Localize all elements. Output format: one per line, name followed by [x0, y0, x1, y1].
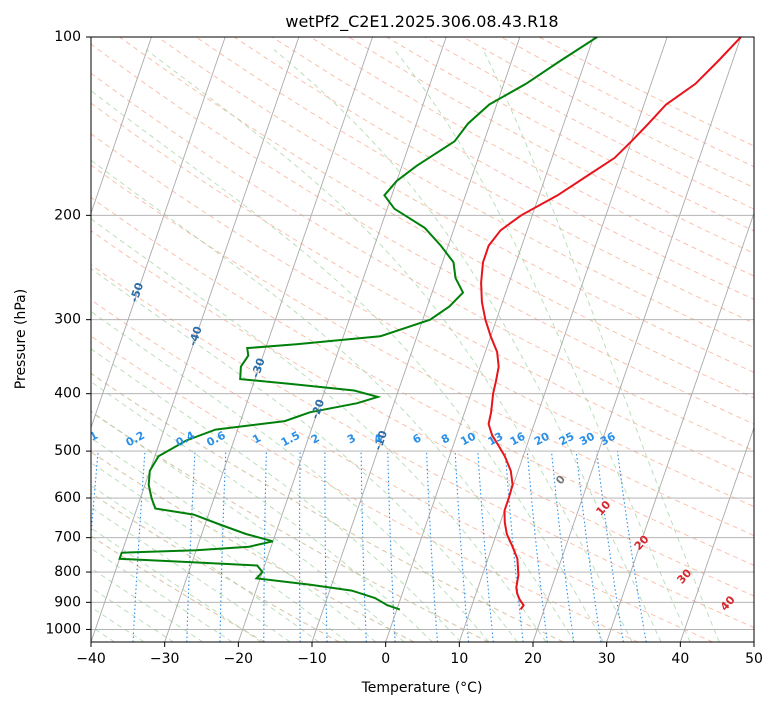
dry-adiabat — [91, 43, 754, 425]
y-tick-label: 100 — [54, 29, 81, 45]
dry-adiabat — [91, 164, 754, 537]
x-tick-label: 50 — [745, 651, 763, 667]
y-tick-label: 500 — [54, 443, 81, 459]
plot-frame — [90, 36, 755, 643]
dry-adiabat — [91, 299, 713, 642]
dry-adiabat — [91, 411, 489, 642]
x-tick-label: 40 — [671, 651, 689, 667]
mixing-ratio-label: 25 — [557, 430, 577, 449]
x-tick-label: 20 — [524, 651, 542, 667]
mixing-ratio-label: 20 — [532, 430, 552, 449]
y-tick-label: 800 — [54, 564, 81, 580]
mixing-ratio-label: 16 — [508, 430, 528, 449]
mixing-ratio-label: 36 — [598, 430, 618, 449]
x-tick-label: −40 — [76, 651, 106, 667]
y-tick-label: 900 — [54, 594, 81, 610]
x-tick-label: −10 — [297, 651, 327, 667]
dry-adiabat — [91, 264, 754, 629]
x-tick-label: −20 — [224, 651, 254, 667]
dry-adiabat — [91, 133, 754, 508]
isotherm-line — [311, 37, 521, 642]
moist-adiabat — [482, 49, 720, 642]
isotherm-line — [164, 37, 373, 642]
dry-adiabat — [157, 37, 754, 373]
moist-adiabat — [91, 506, 291, 642]
dry-adiabat — [91, 535, 265, 642]
y-axis: 100 200 300 400 500 600 700 800 900 1000 — [45, 29, 91, 637]
y-axis-label: Pressure (hPa) — [13, 289, 29, 389]
x-tick-label: 30 — [598, 651, 616, 667]
x-axis-label: Temperature (°C) — [361, 680, 483, 696]
x-tick-label: −30 — [150, 651, 180, 667]
dewpoint-line — [118, 37, 598, 611]
dry-adiabat — [91, 230, 754, 597]
moist-adiabat — [273, 49, 662, 642]
y-tick-label: 700 — [54, 530, 81, 546]
moist-adiabat — [393, 49, 691, 642]
temperature-line — [480, 37, 742, 610]
x-axis: −40 −30 −20 −10 0 10 20 30 40 50 — [76, 642, 763, 667]
chart-title: wetPf2_C2E1.2025.306.08.43.R18 — [285, 12, 558, 32]
y-tick-label: 1000 — [45, 621, 81, 637]
moist-adiabat — [91, 90, 604, 642]
moist-adiabats — [91, 49, 720, 642]
isotherm-line — [91, 37, 152, 215]
isotherm-label: -20 — [308, 397, 327, 420]
moist-adiabat — [91, 268, 518, 642]
mixing-ratio-line — [454, 451, 470, 642]
mixing-ratio-line — [504, 451, 524, 642]
isotherm-line — [385, 37, 594, 642]
mixing-ratio-line — [575, 451, 602, 642]
mixing-ratio-label: 30 — [577, 430, 597, 449]
isotherm-lines — [91, 37, 754, 642]
dry-adiabat — [233, 37, 754, 324]
moist-adiabat — [91, 348, 462, 642]
y-tick-label: 200 — [54, 207, 81, 223]
moist-adiabat — [91, 310, 490, 642]
isotherm-line — [532, 37, 742, 642]
isotherm-line — [91, 37, 226, 429]
dry-adiabats — [91, 37, 754, 642]
mixing-ratio-line — [91, 451, 99, 542]
mixing-ratio-label: 10 — [458, 429, 478, 448]
isotherm-line — [91, 37, 300, 642]
mixing-ratio-line — [616, 451, 647, 642]
isotherm-label: -40 — [186, 324, 205, 347]
x-tick-label: 10 — [450, 651, 468, 667]
mixing-ratio-line — [550, 451, 575, 642]
mixing-ratio-lines — [91, 451, 647, 642]
mixing-ratio-line — [596, 451, 624, 642]
y-tick-label: 400 — [54, 386, 81, 402]
moist-adiabat — [91, 484, 320, 642]
moist-adiabat — [91, 587, 174, 642]
profile-series — [118, 37, 742, 611]
isotherm-line — [606, 211, 754, 642]
moist-adiabat — [145, 49, 633, 642]
isotherm-label: -10 — [371, 429, 390, 452]
mixing-ratio-label: 13 — [486, 430, 506, 449]
moist-adiabat — [91, 159, 575, 642]
isotherm-line — [458, 37, 668, 642]
x-tick-label: 0 — [381, 651, 390, 667]
dry-adiabat — [91, 102, 754, 479]
mixing-ratio-line — [526, 451, 548, 642]
mixing-ratio-line — [477, 451, 494, 642]
isotherm-label: -30 — [249, 356, 268, 379]
y-tick-label: 300 — [54, 312, 81, 328]
isotherm-label: -50 — [128, 281, 147, 304]
moist-adiabat — [91, 218, 547, 642]
isotherm-line — [679, 426, 754, 642]
mixing-ratio-label: 0.1 — [77, 429, 100, 450]
y-tick-label: 600 — [54, 490, 81, 506]
